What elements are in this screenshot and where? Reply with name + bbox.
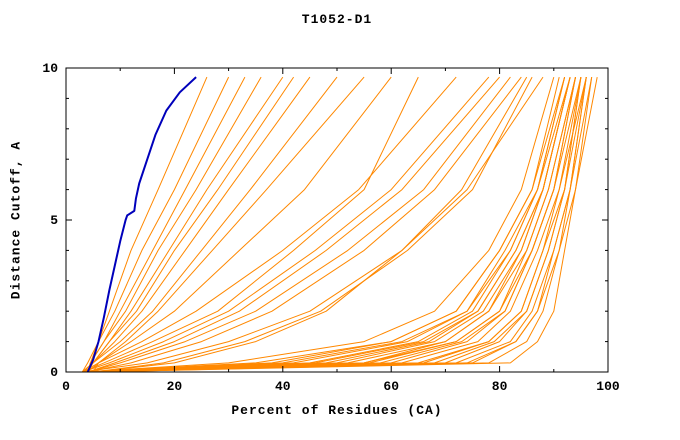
highlighted-model-curve (86, 76, 197, 373)
y-tick-label: 0 (50, 365, 58, 380)
x-tick-label: 80 (492, 379, 508, 394)
model-curve (87, 76, 571, 373)
model-curve (82, 76, 457, 373)
model-curve (87, 76, 522, 373)
model-curve (82, 76, 544, 373)
x-tick-label: 20 (167, 379, 183, 394)
model-curve (87, 77, 576, 373)
model-curve (82, 77, 582, 373)
model-curve (87, 77, 587, 373)
model-curve (93, 77, 593, 373)
model-curve (81, 76, 338, 373)
model-curve (93, 76, 571, 373)
model-curve (93, 76, 571, 373)
model-curve (87, 76, 511, 373)
model-curve (82, 77, 587, 373)
model-curve (81, 76, 208, 373)
model-curve (81, 76, 311, 373)
x-axis-title: Percent of Residues (CA) (231, 403, 443, 418)
model-curve (93, 76, 571, 373)
model-curve (93, 76, 533, 373)
y-tick-label: 5 (50, 213, 58, 228)
model-curve (82, 77, 587, 373)
x-tick-label: 100 (596, 379, 620, 394)
model-curve (87, 76, 576, 373)
model-curve (82, 76, 566, 373)
chart-title: T1052-D1 (301, 12, 373, 27)
model-curve (82, 76, 555, 373)
model-curve (87, 76, 500, 373)
model-curve (93, 76, 566, 373)
model-curve (87, 76, 392, 373)
model-curve (87, 76, 230, 373)
x-tick-label: 40 (275, 379, 291, 394)
model-curve (93, 76, 528, 373)
x-tick-label: 60 (383, 379, 399, 394)
y-axis-title: Distance Cutoff, A (8, 140, 24, 300)
y-tick-label: 10 (42, 61, 58, 76)
model-curve (93, 77, 598, 373)
model-curve (82, 77, 593, 373)
model-curve (87, 76, 295, 373)
model-curve (93, 76, 571, 373)
model-curve (82, 76, 419, 373)
model-curve (87, 76, 246, 373)
model-curve (82, 76, 490, 373)
x-tick-label: 0 (62, 379, 70, 394)
